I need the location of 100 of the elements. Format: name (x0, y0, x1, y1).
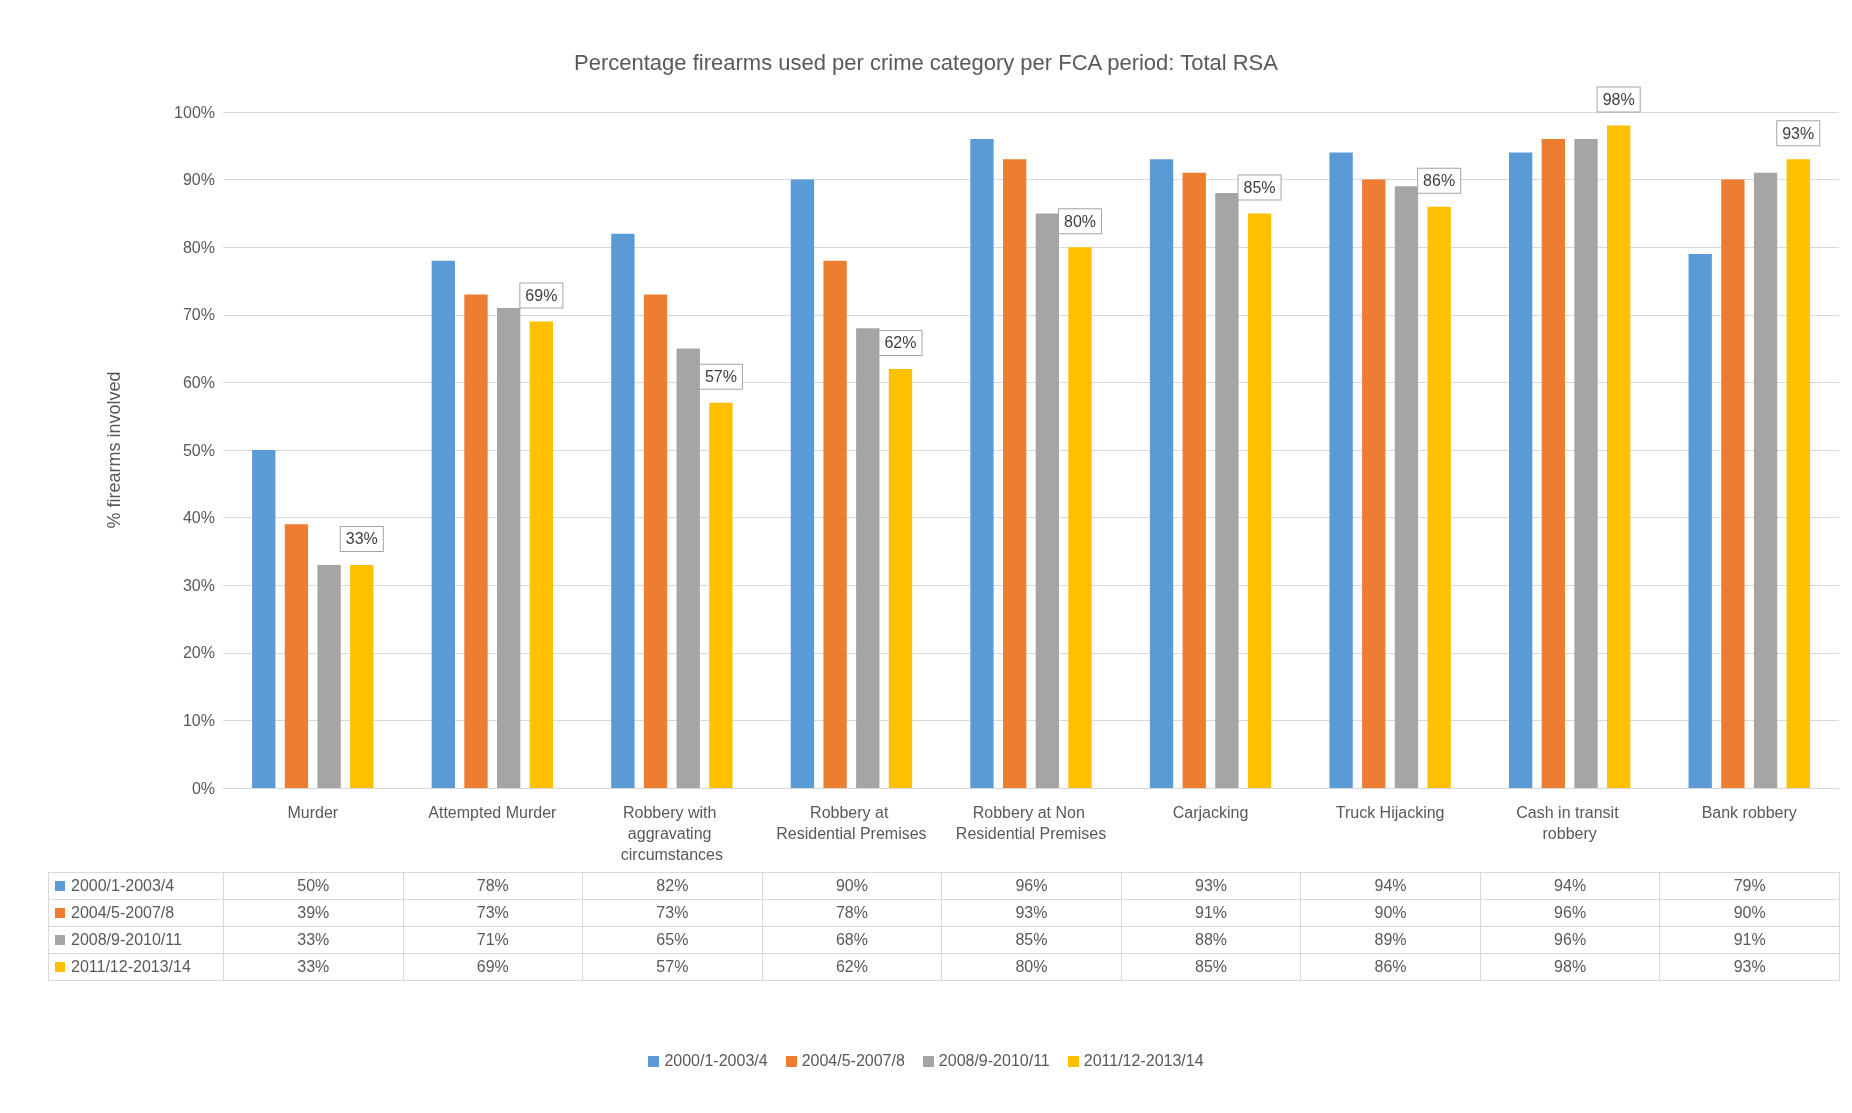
text: 69% (525, 287, 558, 305)
bar (1786, 159, 1810, 788)
data-label: 86% (1300, 953, 1481, 981)
bar (464, 294, 488, 788)
bar (1688, 253, 1712, 788)
data-label: 93% (941, 899, 1122, 927)
legend-label: 2004/5-2007/8 (48, 899, 224, 927)
text: 80% (1064, 212, 1097, 230)
data-label: 78% (403, 872, 583, 900)
bar (709, 402, 733, 788)
legend-label: 2011/12-2013/14 (48, 953, 224, 981)
bar (431, 260, 455, 788)
y-tick-label: 70% (182, 306, 215, 324)
text: 85% (1243, 178, 1276, 196)
data-label: 79% (1659, 872, 1840, 900)
text: 2011/12-2013/14 (1083, 1052, 1204, 1069)
bar (1247, 213, 1272, 788)
data-label: 78% (762, 899, 942, 927)
bar (1753, 172, 1778, 788)
bar (1541, 139, 1565, 788)
x-tick-label: Robbery at Non Residential Premises (955, 804, 1107, 842)
data-label: 96% (1480, 899, 1660, 927)
data-label: 33% (223, 926, 404, 954)
bar (1721, 179, 1745, 788)
bar (1002, 159, 1027, 788)
text: 57% (704, 368, 737, 386)
bar (611, 233, 635, 788)
bar (317, 564, 341, 788)
data-label: 85% (941, 926, 1122, 954)
data-label: 96% (1480, 926, 1660, 954)
data-label: 88% (1121, 926, 1301, 954)
data-label: 89% (1300, 926, 1481, 954)
data-label: 85% (1121, 953, 1301, 981)
data-label: 91% (1121, 899, 1301, 927)
y-tick-label: 60% (182, 373, 215, 391)
data-label: 68% (762, 926, 942, 954)
data-label: 93% (1659, 953, 1840, 981)
data-label: 82% (582, 872, 763, 900)
text: 62% (884, 334, 917, 352)
data-label: 33% (223, 953, 404, 981)
y-tick-label: 90% (182, 171, 215, 189)
y-axis-title: % firearms involved (104, 371, 124, 529)
x-tick-label: Attempted Murder (428, 804, 558, 821)
data-label: 80% (941, 953, 1122, 981)
bar (888, 368, 913, 788)
text: 2008/9-2010/11 (938, 1052, 1050, 1069)
text: 2004/5-2007/8 (801, 1052, 905, 1069)
text: 98% (1602, 91, 1635, 109)
text: 86% (1423, 172, 1456, 190)
data-label: 73% (403, 899, 583, 927)
y-tick-label: 50% (182, 441, 215, 459)
bar (350, 564, 374, 788)
x-tick-label: Murder (287, 804, 339, 821)
data-label: 73% (582, 899, 763, 927)
bar (1427, 206, 1451, 788)
bar (1182, 172, 1206, 788)
bar (1574, 139, 1598, 788)
bar (790, 179, 815, 788)
x-tick-label: Bank robbery (1701, 804, 1797, 821)
legend-label: 2000/1-2003/4 (48, 872, 224, 900)
data-label: 57% (582, 953, 763, 981)
y-tick-label: 30% (182, 576, 215, 594)
data-label: 69% (403, 953, 583, 981)
bar (823, 260, 847, 788)
y-tick-label: 20% (182, 644, 215, 662)
y-tick-label: 80% (182, 238, 215, 256)
legend-label: 2008/9-2010/11 (48, 926, 224, 954)
data-label: 39% (223, 899, 404, 927)
data-label: 90% (1659, 899, 1840, 927)
bar (643, 294, 668, 788)
bar (1329, 152, 1353, 788)
bar (1508, 152, 1533, 788)
data-label: 93% (1121, 872, 1301, 900)
bar (1068, 247, 1092, 788)
x-tick-label: Truck Hijacking (1335, 804, 1445, 821)
data-label: 90% (762, 872, 942, 900)
text: 33% (345, 530, 378, 548)
x-tick-label: Robbery at Residential Premises (776, 804, 927, 842)
y-tick-label: 100% (174, 103, 215, 121)
y-tick-label: 0% (191, 779, 215, 797)
bar (284, 524, 309, 788)
bar (1607, 125, 1631, 788)
bar (1149, 159, 1174, 788)
data-label: 94% (1480, 872, 1660, 900)
data-label: 98% (1480, 953, 1660, 981)
data-label: 96% (941, 872, 1122, 900)
data-label: 91% (1659, 926, 1840, 954)
bar (1362, 179, 1386, 788)
y-tick-label: 10% (182, 711, 215, 729)
chart-title: Percentage firearms used per crime category per FCA period: Total RSA (574, 49, 1279, 75)
data-label: 62% (762, 953, 942, 981)
text: 2000/1-2003/4 (664, 1052, 768, 1069)
x-tick-label: Carjacking (1172, 804, 1249, 821)
data-label: 94% (1300, 872, 1481, 900)
x-tick-label: Cash in transit robbery (1516, 804, 1624, 842)
data-label: 50% (223, 872, 404, 900)
y-tick-label: 40% (182, 509, 215, 527)
bar (252, 450, 276, 788)
text: 93% (1782, 124, 1815, 142)
bar (970, 139, 994, 788)
